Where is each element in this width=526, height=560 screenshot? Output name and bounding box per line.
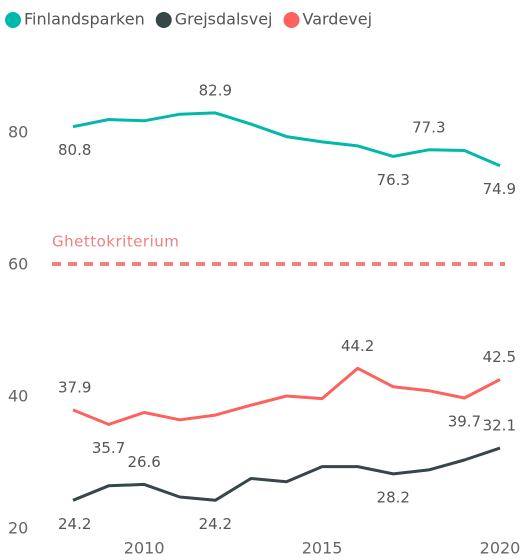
legend-label: Finlandsparken — [24, 10, 145, 29]
reference-label: Ghettokriterium — [52, 233, 179, 251]
y-tick-label: 20 — [8, 519, 28, 538]
x-tick-label: 2010 — [124, 539, 165, 558]
data-label: 76.3 — [377, 171, 410, 189]
y-tick-label: 40 — [8, 387, 28, 406]
data-label: 24.2 — [199, 515, 232, 533]
legend-marker — [155, 12, 172, 28]
data-label: 37.9 — [58, 378, 91, 396]
data-label: 44.2 — [341, 337, 374, 355]
data-label: 28.2 — [377, 488, 410, 506]
x-tick-label: 2020 — [480, 539, 521, 558]
legend-marker — [283, 12, 300, 28]
y-tick-label: 60 — [8, 255, 28, 274]
data-label: 42.5 — [483, 348, 516, 366]
x-tick-label: 2015 — [302, 539, 343, 558]
y-tick-label: 80 — [8, 123, 28, 142]
data-label: 26.6 — [127, 453, 160, 471]
legend-label: Grejsdalsvej — [175, 10, 273, 29]
data-label: 24.2 — [58, 515, 91, 533]
data-label: 77.3 — [412, 118, 445, 136]
data-label: 39.7 — [448, 412, 481, 430]
legend-marker — [5, 12, 21, 28]
data-label: 74.9 — [483, 180, 516, 198]
data-label: 32.1 — [483, 417, 516, 435]
data-label: 35.7 — [92, 439, 125, 457]
series-line — [72, 111, 501, 168]
legend-label: Vardevej — [302, 10, 372, 29]
series-line — [72, 366, 501, 426]
data-label: 80.8 — [58, 141, 91, 159]
data-label: 82.9 — [199, 81, 232, 99]
series-line — [72, 446, 501, 502]
